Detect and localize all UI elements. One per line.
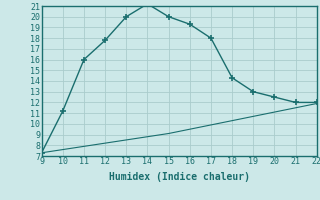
X-axis label: Humidex (Indice chaleur): Humidex (Indice chaleur) [109,172,250,182]
